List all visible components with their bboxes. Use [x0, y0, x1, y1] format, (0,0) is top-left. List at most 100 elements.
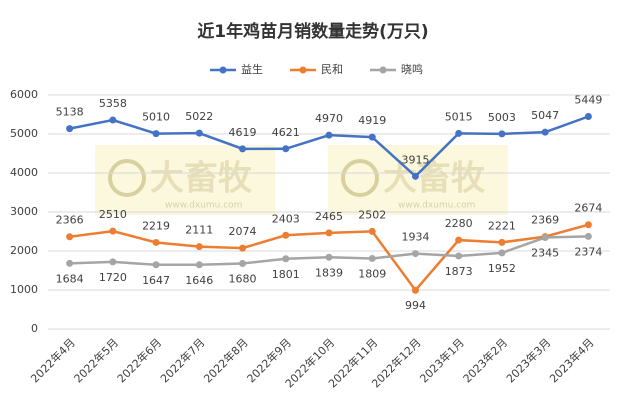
data-label: 1809: [358, 267, 386, 280]
data-label: 2366: [56, 214, 84, 227]
data-label: 5003: [488, 111, 516, 124]
data-label: 2403: [272, 212, 300, 225]
data-point: [282, 255, 290, 263]
data-label: 2280: [445, 217, 473, 230]
data-label: 2221: [488, 219, 516, 232]
data-label: 1952: [488, 262, 516, 275]
data-point: [584, 221, 592, 229]
data-label: 1646: [185, 274, 213, 287]
legend-marker: [219, 66, 227, 74]
legend-marker: [379, 66, 387, 74]
data-label: 2510: [99, 208, 127, 221]
data-label: 5010: [142, 111, 170, 124]
data-point: [325, 131, 333, 139]
data-point: [498, 238, 506, 246]
data-label: 2219: [142, 219, 170, 232]
data-label: 5449: [574, 93, 602, 106]
watermark-box: [328, 145, 508, 215]
watermark-url: www.dxumu.com: [165, 201, 242, 211]
data-label: 5022: [185, 110, 213, 123]
data-point: [66, 233, 74, 241]
data-label: 1684: [56, 272, 84, 285]
data-label: 3915: [401, 153, 429, 166]
data-label: 2345: [531, 247, 559, 260]
data-point: [411, 250, 419, 258]
y-tick-label: 5000: [10, 127, 38, 140]
watermark-text: 大畜牧: [150, 159, 253, 199]
data-point: [498, 249, 506, 257]
data-point: [195, 261, 203, 269]
data-point: [152, 261, 160, 269]
data-label: 994: [405, 299, 426, 312]
data-point: [368, 133, 376, 141]
y-tick-label: 4000: [10, 166, 38, 179]
data-label: 1873: [445, 265, 473, 278]
data-label: 5047: [531, 109, 559, 122]
data-point: [455, 252, 463, 260]
y-tick-label: 0: [31, 322, 38, 335]
data-label: 1647: [142, 274, 170, 287]
data-label: 2369: [531, 214, 559, 227]
data-point: [239, 244, 247, 252]
data-label: 1801: [272, 268, 300, 281]
legend-marker: [299, 66, 307, 74]
data-label: 4919: [358, 114, 386, 127]
legend-label: 益生: [241, 62, 263, 76]
data-point: [109, 116, 117, 124]
watermark-logo: [341, 159, 379, 197]
data-point: [282, 145, 290, 153]
data-point: [368, 254, 376, 262]
data-point: [584, 232, 592, 240]
y-tick-label: 3000: [10, 205, 38, 218]
data-label: 4619: [229, 126, 257, 139]
data-point: [411, 286, 419, 294]
data-point: [455, 129, 463, 137]
data-point: [455, 236, 463, 244]
data-label: 1934: [401, 231, 429, 244]
data-point: [282, 231, 290, 239]
data-point: [66, 259, 74, 267]
data-point: [498, 130, 506, 138]
y-tick-label: 6000: [10, 88, 38, 101]
watermark-box: [95, 145, 275, 215]
data-label: 4621: [272, 126, 300, 139]
data-label: 2111: [185, 224, 213, 237]
data-point: [325, 253, 333, 261]
data-label: 5358: [99, 97, 127, 110]
data-label: 1839: [315, 266, 343, 279]
y-tick-label: 2000: [10, 244, 38, 257]
data-point: [541, 234, 549, 242]
legend-label: 晓鸣: [401, 62, 423, 76]
data-point: [584, 112, 592, 120]
data-point: [325, 229, 333, 237]
data-label: 1720: [99, 271, 127, 284]
data-label: 4970: [315, 112, 343, 125]
data-point: [152, 238, 160, 246]
data-point: [109, 258, 117, 266]
data-point: [239, 259, 247, 267]
data-point: [109, 227, 117, 235]
watermark-url: www.dxumu.com: [398, 201, 475, 211]
data-label: 1680: [229, 272, 257, 285]
data-label: 2465: [315, 210, 343, 223]
data-point: [239, 145, 247, 153]
data-label: 2374: [574, 245, 602, 258]
legend-label: 民和: [321, 63, 343, 76]
data-point: [66, 125, 74, 133]
data-point: [152, 130, 160, 138]
data-label: 5015: [445, 110, 473, 123]
data-label: 2074: [229, 225, 257, 238]
y-tick-label: 1000: [10, 283, 38, 296]
watermark: [95, 145, 508, 215]
watermark-text: 大畜牧: [383, 159, 486, 199]
data-label: 2674: [574, 202, 602, 215]
data-label: 5138: [56, 106, 84, 119]
chart-title: 近1年鸡苗月销数量走势(万只): [197, 21, 428, 42]
data-point: [195, 243, 203, 251]
watermark-logo: [108, 159, 146, 197]
data-point: [195, 129, 203, 137]
data-label: 2502: [358, 208, 386, 221]
data-point: [368, 227, 376, 235]
